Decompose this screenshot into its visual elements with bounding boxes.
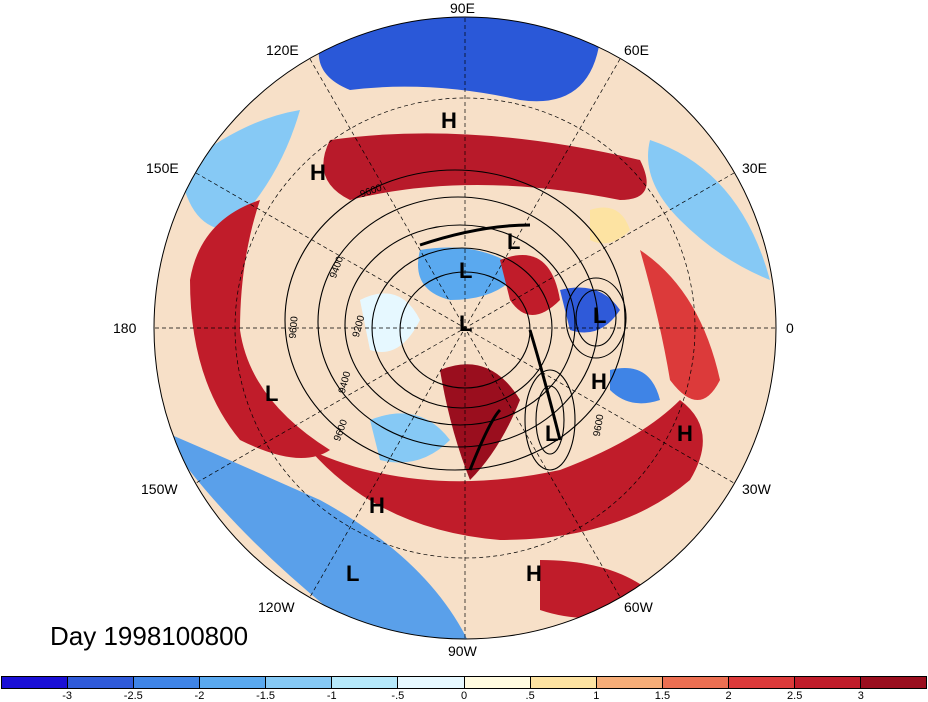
lon-label-30e: 30E (742, 160, 767, 176)
colorbar-swatch (596, 677, 663, 688)
colorbar-tick-label: .5 (525, 690, 535, 702)
pressure-center-low: L (459, 258, 473, 283)
pressure-center-low: L (593, 303, 607, 328)
colorbar-tick-label: -3 (62, 690, 73, 702)
colorbar-tick-label: 1 (593, 690, 600, 702)
pressure-center-high: H (677, 421, 693, 446)
colorbar-swatch (530, 677, 597, 688)
colorbar-swatch (200, 677, 267, 688)
colorbar-tick-label: -2 (194, 690, 205, 702)
lon-label-90e: 90E (450, 0, 475, 16)
colorbar-tick-label: 0 (460, 690, 468, 702)
colorbar-tick-label: 2.5 (787, 690, 803, 702)
colorbar-tick-label: 3 (857, 690, 864, 702)
lon-label-0: 0 (786, 320, 794, 336)
colorbar-swatch (2, 677, 69, 688)
pressure-center-low: L (545, 421, 559, 446)
lon-label-150w: 150W (141, 481, 178, 497)
lon-label-90w: 90W (448, 643, 477, 659)
map-field (154, 17, 776, 639)
colorbar-tick-label: -2.5 (123, 690, 143, 702)
contour-label: 9600 (287, 315, 301, 340)
lon-label-180: 180 (113, 320, 137, 336)
lon-label-30w: 30W (742, 481, 771, 497)
graticule (155, 18, 775, 638)
lon-label-120w: 120W (258, 599, 295, 615)
colorbar-swatch (68, 677, 135, 688)
colorbar-swatch (728, 677, 795, 688)
pressure-center-high: H (441, 108, 457, 133)
colorbar-tick-label: 1.5 (654, 690, 671, 702)
colorbar-swatch (332, 677, 399, 688)
colorbar-swatch (662, 677, 729, 688)
lon-label-60e: 60E (624, 42, 649, 58)
pressure-center-high: H (526, 561, 542, 586)
colorbar-swatch (861, 677, 927, 688)
colorbar-swatch (134, 677, 201, 688)
colorbar-swatch (794, 677, 862, 688)
colorbar-tick-label: -.5 (391, 690, 405, 702)
pressure-center-high: H (591, 369, 607, 394)
colorbar (1, 676, 927, 689)
colorbar-swatch (266, 677, 333, 688)
pressure-center-low: L (507, 229, 521, 254)
colorbar-swatch (464, 677, 531, 688)
pressure-center-high: H (369, 493, 385, 518)
lon-label-120e: 120E (266, 42, 299, 58)
colorbar-swatch (398, 677, 465, 688)
pressure-center-low: L (265, 381, 279, 406)
jet-contours (419, 223, 562, 471)
colorbar-tick-label: -1 (326, 690, 337, 702)
date-title: Day 1998100800 (50, 621, 249, 651)
map-border (153, 16, 777, 640)
colorbar-tick-label: -1.5 (256, 690, 276, 702)
pressure-center-low: L (346, 561, 360, 586)
colorbar-tick-label: 2 (725, 690, 732, 702)
pressure-center-low: L (459, 311, 473, 336)
pressure-center-high: H (310, 160, 326, 185)
lon-label-60w: 60W (624, 599, 653, 615)
lon-label-150e: 150E (146, 160, 179, 176)
